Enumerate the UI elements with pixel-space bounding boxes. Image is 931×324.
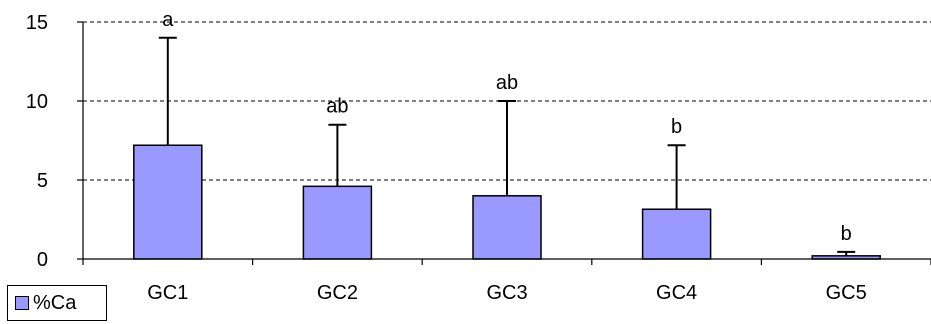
- significance-label: a: [162, 9, 174, 31]
- x-tick-label: GC2: [317, 282, 358, 304]
- axes: 0 5 10 15: [26, 12, 931, 271]
- bar: [641, 208, 712, 260]
- legend-label: %Ca: [33, 291, 77, 314]
- x-tick-label: GC4: [656, 282, 697, 304]
- legend-swatch: [15, 296, 29, 310]
- significance-label: b: [671, 116, 682, 138]
- significance-label: ab: [496, 72, 518, 94]
- significance-label: ab: [326, 96, 348, 118]
- bar: [133, 144, 203, 260]
- y-tick-label: 5: [37, 170, 48, 192]
- bars-group: [133, 144, 881, 260]
- x-tick-label: GC3: [486, 282, 527, 304]
- x-tick-label: GC5: [826, 282, 867, 304]
- significance-label: b: [841, 223, 852, 245]
- y-tick-label: 15: [26, 12, 48, 34]
- bar: [302, 185, 373, 260]
- error-bars-group: [158, 36, 856, 256]
- legend: %Ca: [7, 285, 107, 321]
- bar: [472, 195, 542, 260]
- y-tick-label: 10: [26, 91, 48, 113]
- labels-group: GC1 a GC2 ab GC3 ab GC4 b GC5 b: [147, 9, 867, 304]
- x-tick-label: GC1: [147, 282, 188, 304]
- y-tick-label: 0: [37, 249, 48, 271]
